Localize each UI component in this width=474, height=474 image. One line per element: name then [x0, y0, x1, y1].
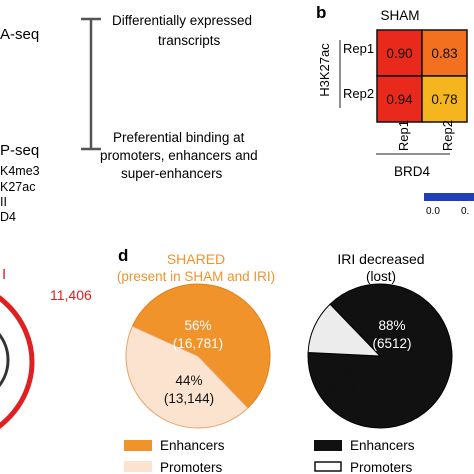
legend-shared-enhancers-label: Enhancers	[160, 438, 225, 453]
panel-c: I 11,406	[0, 266, 92, 429]
pie-label-count: (16,781)	[173, 336, 223, 351]
legend-lost-promoters-label: Promoters	[350, 460, 413, 474]
heatmap-title: SHAM	[380, 8, 419, 23]
panel-d: d SHARED (present in SHAM and IRI) 56% (1…	[117, 246, 453, 474]
panel-b-letter: b	[316, 3, 326, 22]
venn-red-circle	[0, 295, 35, 429]
pie-label-count: (6512)	[372, 336, 411, 351]
heatmap-cell	[376, 75, 423, 123]
pie-slice-promoters	[125, 325, 249, 429]
heatmap-cell-label: 0.94	[386, 92, 413, 107]
heatmap-cell	[376, 29, 423, 77]
pie-shared-subtitle: (present in SHAM and IRI)	[117, 269, 275, 284]
heatmap-cells: 0.90 0.83 0.94 0.78	[376, 29, 468, 123]
panel-c-fragment: I	[2, 266, 6, 283]
panel-c-value: 11,406	[50, 287, 92, 303]
heatmap-xlabel: BRD4	[394, 164, 431, 179]
heatmap-cell-label: 0.90	[386, 46, 412, 61]
bracket-top-text-1: Differentially expressed	[112, 13, 252, 28]
pie-lost-title: IRI decreased	[337, 251, 424, 267]
heatmap-cell-label: 0.78	[431, 92, 457, 107]
mark-label-2: K27ac	[0, 180, 35, 194]
legend-shared-enhancers-swatch	[124, 440, 152, 451]
heatmap-xlabel-rep1: Rep1	[396, 120, 411, 151]
bracket-top-text-2: transcripts	[158, 33, 221, 48]
bracket-bottom-text-2: promoters, enhancers and	[100, 148, 258, 163]
heatmap-cell-label: 0.83	[431, 46, 457, 61]
heatmap-ylabel-rep2: Rep2	[343, 86, 374, 101]
pie-slice-promoters	[307, 303, 382, 357]
pie-label-pct: 44%	[175, 373, 202, 388]
pie-shared: 56% (16,781) 44% (13,144)	[125, 283, 271, 429]
colorbar	[424, 193, 474, 201]
panel-a: A-seq Differentially expressed transcrip…	[0, 13, 258, 224]
pie-label-pct: 56%	[184, 318, 211, 333]
bracket-bottom-text-1: Preferential binding at	[113, 130, 245, 145]
pie-shared-title: SHARED	[167, 251, 225, 267]
pie-label-count: (13,144)	[164, 391, 214, 406]
panel-a-chip-fragment: P-seq	[0, 142, 39, 159]
pie-slice-enhancers	[131, 283, 271, 409]
heatmap-xlabel-rep2: Rep2	[440, 120, 455, 151]
mark-label-1: K4me3	[0, 164, 40, 178]
pie-lost: 88% (6512) 12% (927)	[307, 283, 453, 429]
panel-b: b SHAM H3K27ac Rep1 Rep2 0.90 0.83 0.94 0.7…	[316, 3, 474, 217]
bracket-bottom-text-3: super-enhancers	[121, 166, 223, 181]
pie-label-pct: 88%	[378, 318, 405, 333]
legend-shared-promoters-label: Promoters	[160, 460, 223, 474]
pie-lost-subtitle: (lost)	[366, 269, 396, 284]
pie-label-pct: 12%	[326, 363, 353, 378]
mark-label-4: D4	[0, 210, 16, 224]
legend-lost-enhancers-label: Enhancers	[350, 438, 415, 453]
legend-lost-enhancers-swatch	[314, 440, 342, 451]
heatmap-cell	[421, 75, 468, 123]
colorbar-tick-1: 0.	[461, 206, 469, 217]
heatmap-ylabel: H3K27ac	[317, 43, 332, 97]
legend-lost-promoters-swatch	[314, 461, 342, 472]
mark-label-3: II	[0, 195, 7, 209]
pie-label-count: (927)	[324, 381, 356, 396]
venn-inner-dark	[0, 333, 10, 387]
colorbar-tick-0: 0.0	[426, 206, 440, 217]
panel-a-top-fragment: A-seq	[0, 26, 39, 43]
heatmap-ylabel-rep1: Rep1	[343, 41, 374, 56]
panel-d-letter: d	[118, 246, 128, 265]
legend-shared-promoters-swatch	[124, 461, 152, 472]
